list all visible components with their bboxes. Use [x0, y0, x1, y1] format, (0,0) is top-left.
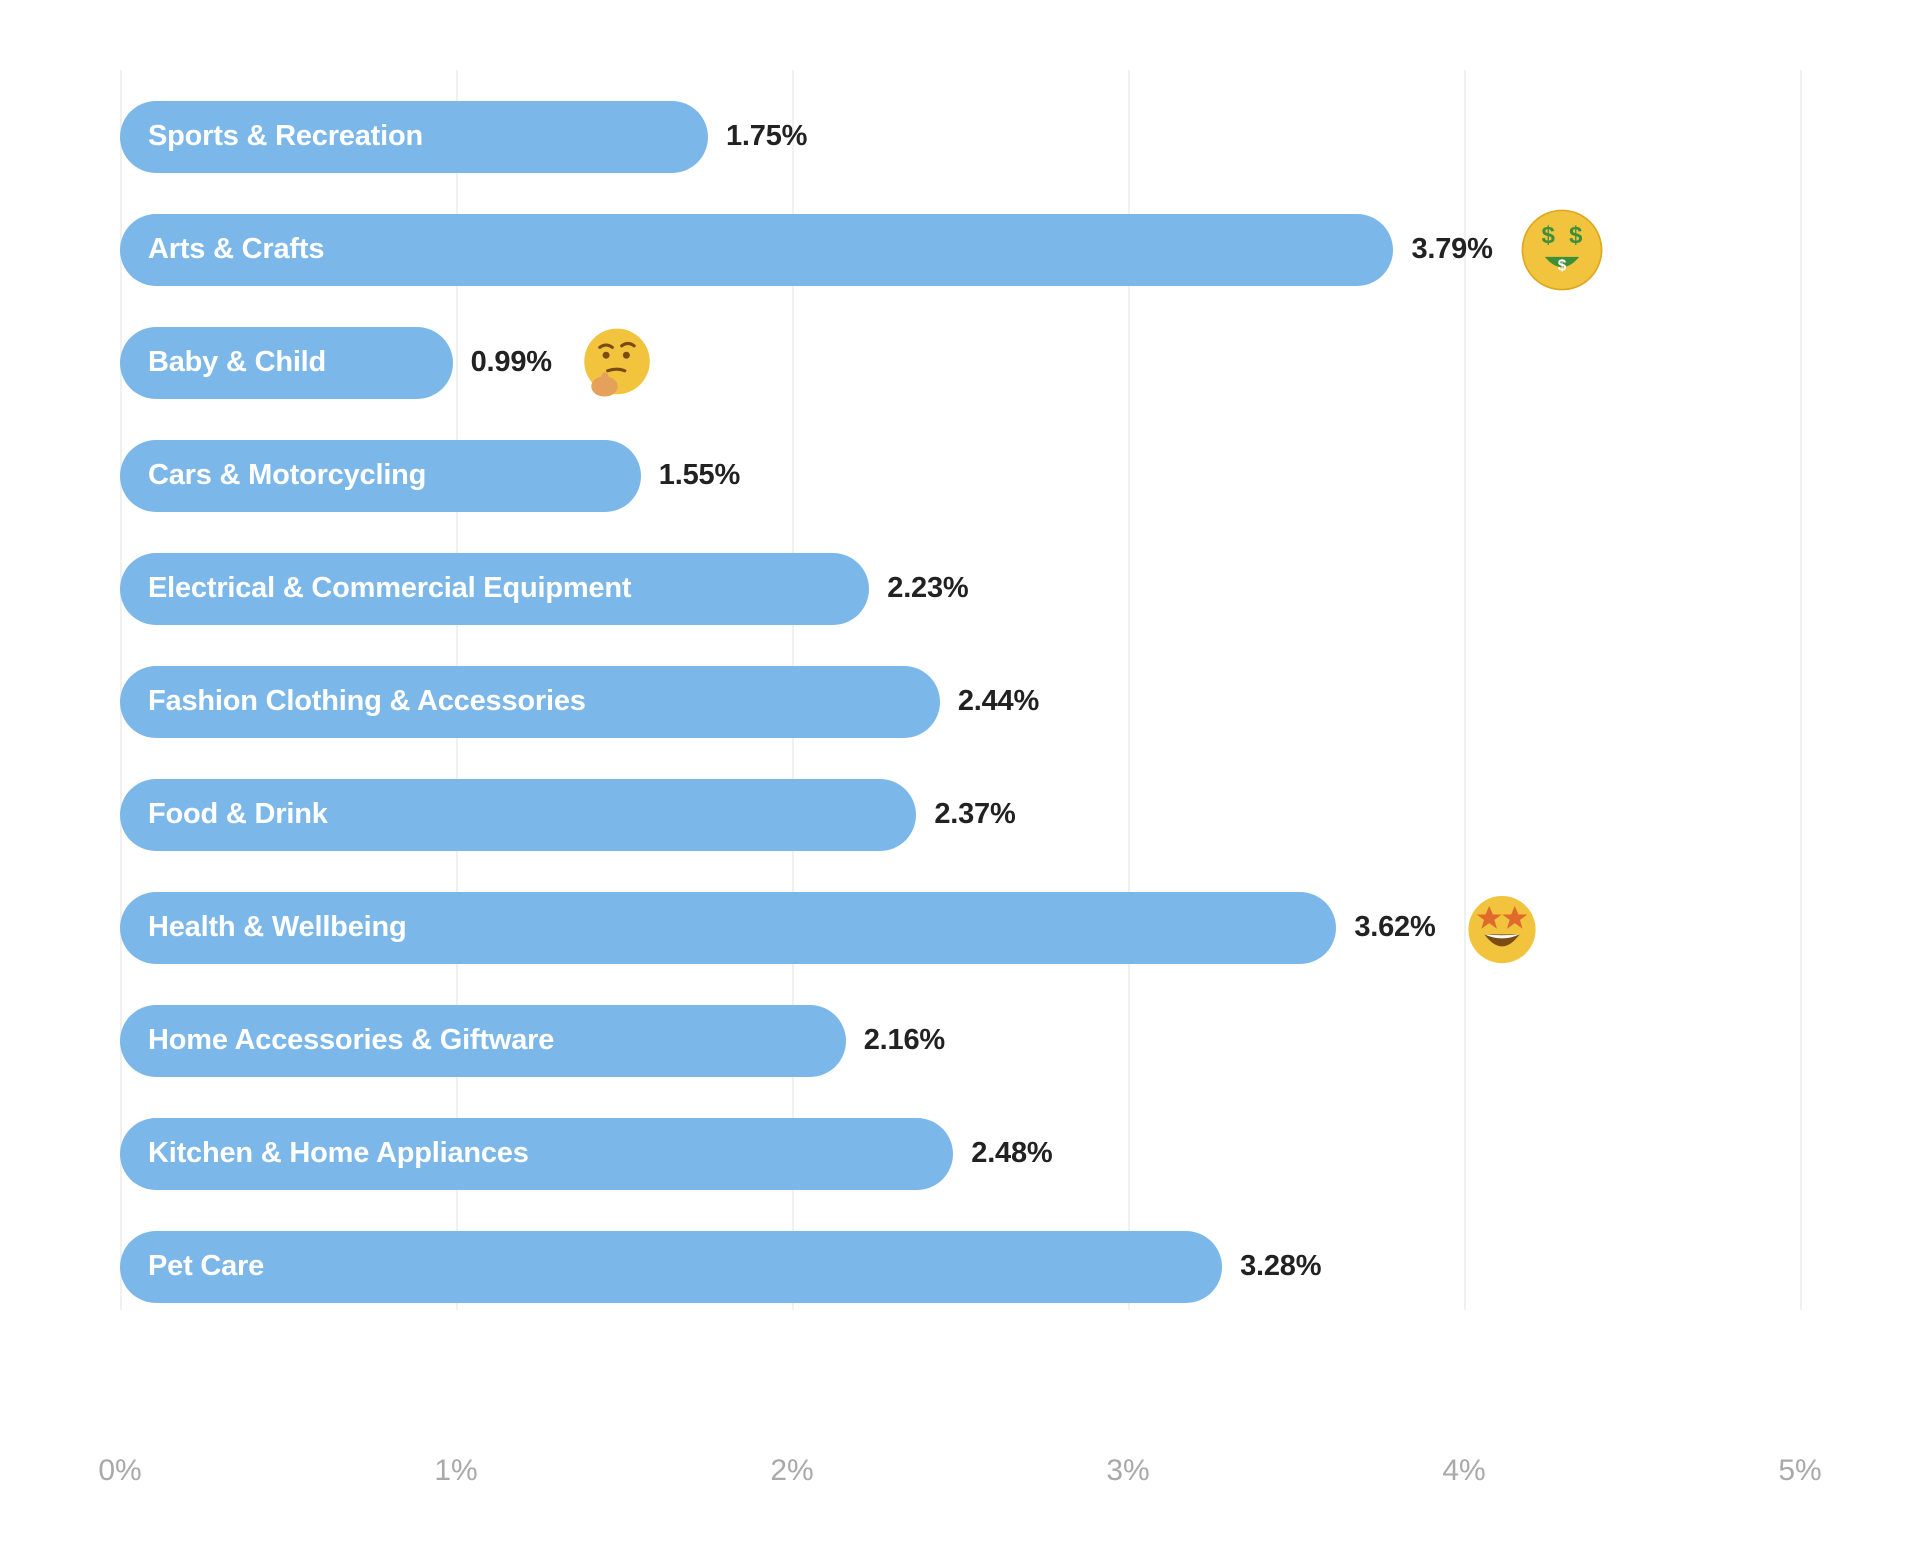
chart-row: Electrical & Commercial Equipment 2.23%	[120, 532, 1800, 645]
x-axis: 0%1%2%3%4%5%	[120, 1454, 1800, 1494]
chart-row: Health & Wellbeing 3.62%	[120, 871, 1800, 984]
bar-label: Health & Wellbeing	[148, 911, 407, 944]
plot-area: Sports & Recreation 1.75% Arts & Crafts 3.7…	[120, 70, 1800, 1310]
chart-row: Sports & Recreation 1.75%	[120, 80, 1800, 193]
svg-text:$: $	[1557, 257, 1566, 274]
category-bar-chart: Sports & Recreation 1.75% Arts & Crafts 3.7…	[0, 0, 1920, 1544]
x-tick: 0%	[98, 1454, 141, 1488]
x-tick: 2%	[770, 1454, 813, 1488]
svg-text:$: $	[1569, 222, 1583, 249]
bar: Food & Drink	[120, 779, 916, 851]
bar-value: 3.28%	[1240, 1250, 1321, 1283]
x-tick: 1%	[434, 1454, 477, 1488]
chart-row: Arts & Crafts3.79%$$$	[120, 193, 1800, 306]
bar: Sports & Recreation	[120, 101, 708, 173]
bar-value: 2.23%	[887, 572, 968, 605]
thinking-face-icon	[578, 324, 656, 402]
chart-row: Food & Drink 2.37%	[120, 758, 1800, 871]
bar: Kitchen & Home Appliances	[120, 1118, 953, 1190]
bar-value: 3.79%	[1411, 233, 1492, 266]
x-tick: 4%	[1442, 1454, 1485, 1488]
bar-value: 0.99%	[471, 346, 552, 379]
bar: Fashion Clothing & Accessories	[120, 666, 940, 738]
money-face-icon: $$$	[1519, 207, 1605, 293]
bar-value: 2.37%	[934, 798, 1015, 831]
x-tick: 3%	[1106, 1454, 1149, 1488]
bar-label: Arts & Crafts	[148, 233, 324, 266]
bar-value: 3.62%	[1354, 911, 1435, 944]
bar: Electrical & Commercial Equipment	[120, 553, 869, 625]
bar: Baby & Child	[120, 327, 453, 399]
bar-value: 1.75%	[726, 120, 807, 153]
bars-container: Sports & Recreation 1.75% Arts & Crafts 3.7…	[120, 70, 1800, 1323]
bar-label: Electrical & Commercial Equipment	[148, 572, 631, 605]
bar-label: Pet Care	[148, 1250, 264, 1283]
svg-text:$: $	[1541, 222, 1555, 249]
bar: Pet Care	[120, 1231, 1222, 1303]
bar-label: Kitchen & Home Appliances	[148, 1137, 529, 1170]
bar: Home Accessories & Giftware	[120, 1005, 846, 1077]
chart-row: Home Accessories & Giftware 2.16%	[120, 984, 1800, 1097]
bar-label: Baby & Child	[148, 346, 326, 379]
bar-label: Cars & Motorcycling	[148, 459, 426, 492]
bar-label: Food & Drink	[148, 798, 328, 831]
bar-value: 2.48%	[971, 1137, 1052, 1170]
chart-row: Cars & Motorcycling 1.55%	[120, 419, 1800, 532]
bar-label: Sports & Recreation	[148, 120, 423, 153]
chart-row: Fashion Clothing & Accessories 2.44%	[120, 645, 1800, 758]
bar: Health & Wellbeing	[120, 892, 1336, 964]
star-struck-icon	[1462, 888, 1542, 968]
gridline	[1800, 70, 1802, 1310]
chart-row: Baby & Child 0.99%	[120, 306, 1800, 419]
x-tick: 5%	[1778, 1454, 1821, 1488]
bar: Arts & Crafts	[120, 214, 1393, 286]
bar-value: 2.16%	[864, 1024, 945, 1057]
bar-label: Home Accessories & Giftware	[148, 1024, 554, 1057]
chart-row: Pet Care 3.28%	[120, 1210, 1800, 1323]
bar-label: Fashion Clothing & Accessories	[148, 685, 586, 718]
bar-value: 1.55%	[659, 459, 740, 492]
bar: Cars & Motorcycling	[120, 440, 641, 512]
chart-row: Kitchen & Home Appliances 2.48%	[120, 1097, 1800, 1210]
bar-value: 2.44%	[958, 685, 1039, 718]
